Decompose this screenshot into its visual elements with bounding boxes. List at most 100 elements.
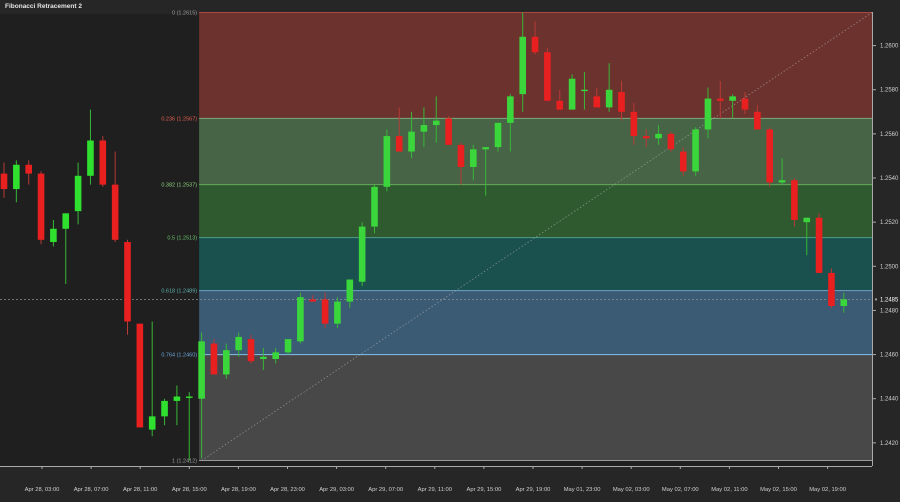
candle-body bbox=[50, 228, 57, 243]
candle-body bbox=[531, 36, 539, 53]
candle-body bbox=[605, 89, 613, 108]
x-tick-label: Apr 28, 19:00 bbox=[221, 487, 256, 493]
candle-body bbox=[346, 279, 354, 302]
candle-body bbox=[593, 96, 601, 108]
candle-body bbox=[260, 356, 267, 359]
x-tick-label: May 02, 15:00 bbox=[760, 487, 797, 493]
y-tick-label: 1.2420 bbox=[880, 441, 899, 447]
fib-level-label: 1 (1.2412) bbox=[172, 459, 197, 465]
candle-body bbox=[62, 213, 70, 229]
candle-body bbox=[445, 118, 452, 145]
candle-body bbox=[470, 149, 477, 167]
x-tick-label: May 02, 19:00 bbox=[809, 487, 846, 493]
candle-body bbox=[741, 98, 749, 110]
x-tick-label: Apr 29, 19:00 bbox=[516, 487, 551, 493]
candle-body bbox=[185, 396, 193, 398]
x-tick-label: Apr 28, 15:00 bbox=[172, 487, 207, 493]
candle-body bbox=[420, 125, 428, 132]
x-tick-label: Apr 28, 11:00 bbox=[123, 487, 157, 493]
fib-level-label: 0.764 (1.2460) bbox=[161, 353, 197, 359]
candle-body bbox=[383, 136, 391, 187]
current-price-marker bbox=[874, 298, 878, 301]
candle-body bbox=[371, 186, 378, 227]
candle-body bbox=[161, 400, 168, 417]
fib-trend-line bbox=[201, 12, 873, 461]
candle-body bbox=[284, 339, 292, 353]
candle-body bbox=[544, 52, 551, 101]
candle-body bbox=[210, 343, 218, 375]
candle-body bbox=[494, 122, 502, 148]
candle-body bbox=[766, 129, 773, 183]
candle-body bbox=[568, 78, 576, 110]
y-tick-label: 1.2540 bbox=[880, 176, 899, 182]
candle-body bbox=[754, 111, 761, 130]
candle-body bbox=[173, 396, 181, 401]
fib-zone bbox=[199, 354, 873, 461]
fib-level-label: 0.236 (1.2567) bbox=[161, 116, 197, 122]
candle-body bbox=[618, 91, 625, 112]
chart-title: Fibonacci Retracement 2 bbox=[5, 3, 82, 10]
y-tick-label: 1.2460 bbox=[880, 353, 899, 359]
candle-body bbox=[247, 339, 255, 362]
x-tick-label: Apr 29, 03:00 bbox=[319, 487, 354, 493]
y-axis: 1.2600 1.2580 1.2560 1.2540 1.2520 1.2500 1.24… bbox=[872, 12, 899, 466]
candle-body bbox=[630, 111, 638, 137]
candle-body bbox=[136, 323, 144, 428]
x-tick-label: Apr 28, 07:00 bbox=[74, 487, 109, 493]
candle-body bbox=[358, 226, 366, 282]
fibonacci-zones bbox=[199, 12, 873, 461]
candle-body bbox=[111, 184, 119, 240]
candle-body bbox=[25, 164, 32, 174]
x-axis: Apr 28, 03:00 Apr 28, 07:00 Apr 28, 11:00 A… bbox=[0, 466, 872, 493]
candle-body bbox=[717, 98, 724, 101]
candle-body bbox=[321, 299, 329, 324]
x-tick-label: May 02, 03:00 bbox=[613, 487, 650, 493]
fib-level-label: 0.382 (1.2537) bbox=[161, 183, 197, 189]
candle-body bbox=[99, 140, 107, 185]
candle-body bbox=[297, 297, 304, 342]
candles bbox=[0, 12, 848, 461]
candle-body bbox=[667, 133, 675, 150]
candle-body bbox=[223, 350, 230, 375]
fib-zone bbox=[199, 237, 873, 291]
candle-body bbox=[482, 147, 489, 150]
y-tick-label: 1.2440 bbox=[880, 397, 899, 403]
candle-body bbox=[37, 173, 45, 240]
y-tick-label: 1.2520 bbox=[880, 220, 899, 226]
candle-body bbox=[198, 341, 205, 399]
x-tick-label: Apr 29, 11:00 bbox=[418, 487, 452, 493]
candle-body bbox=[642, 136, 650, 139]
y-tick-label: 1.2600 bbox=[880, 44, 899, 50]
x-tick-label: Apr 28, 03:00 bbox=[25, 487, 60, 493]
candle-body bbox=[803, 217, 811, 223]
candle-body bbox=[0, 173, 8, 190]
candle-body bbox=[729, 96, 736, 101]
candle-body bbox=[778, 180, 786, 183]
candle-body bbox=[408, 131, 415, 152]
fib-level-label: 0 (1.2615) bbox=[172, 11, 197, 17]
fib-level-label: 0.5 (1.2513) bbox=[167, 236, 197, 242]
candle-body bbox=[828, 272, 835, 307]
x-tick-label: May 02, 11:00 bbox=[711, 487, 747, 493]
candle-body bbox=[679, 151, 687, 172]
candle-body bbox=[334, 301, 341, 324]
candle-body bbox=[74, 175, 82, 212]
candle-body bbox=[507, 96, 514, 123]
candle-body bbox=[704, 98, 712, 130]
candle-body bbox=[581, 89, 588, 92]
candle-body bbox=[655, 133, 662, 139]
candle-body bbox=[457, 144, 465, 167]
fib-level-label: 0.618 (1.2489) bbox=[161, 289, 197, 295]
x-tick-label: Apr 29, 15:00 bbox=[466, 487, 501, 493]
y-tick-label: 1.2560 bbox=[880, 132, 899, 138]
candle-body bbox=[692, 129, 699, 172]
candle-body bbox=[124, 242, 131, 322]
candle-body bbox=[148, 416, 156, 430]
candle-body bbox=[272, 352, 279, 359]
fib-zone bbox=[199, 12, 873, 119]
y-tick-label: 1.2580 bbox=[880, 88, 899, 94]
candle-body bbox=[235, 336, 242, 351]
candle-body bbox=[815, 217, 823, 273]
candle-body bbox=[13, 164, 20, 190]
